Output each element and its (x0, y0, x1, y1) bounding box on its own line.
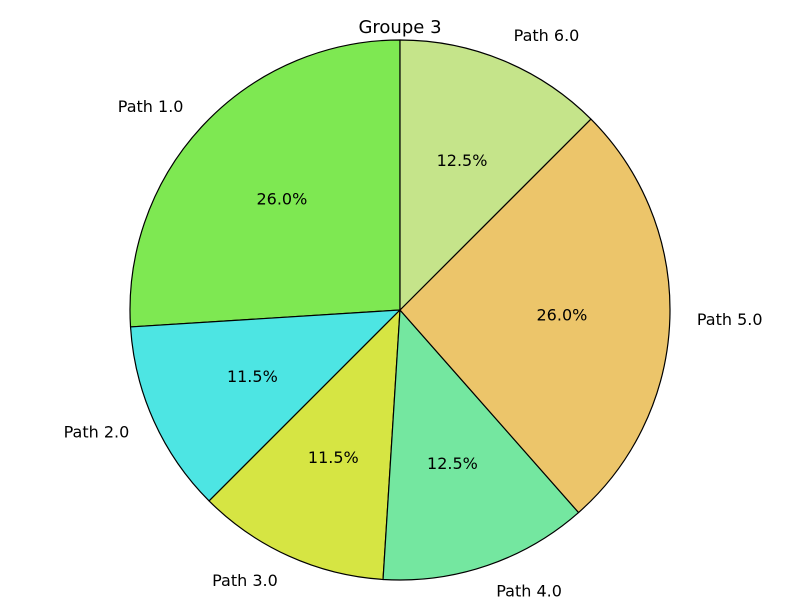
category-label-3: Path 3.0 (212, 571, 278, 590)
percent-labels: 26.0% 11.5% 11.5% 12.5% 26.0% 12.5% (227, 151, 587, 473)
category-label-2: Path 2.0 (64, 423, 130, 442)
pie-slice-6 (399, 39, 592, 311)
pie-slice-4 (382, 309, 580, 581)
pie-slice-5 (399, 118, 671, 514)
percent-label-3: 11.5% (308, 448, 359, 467)
pie-slice-2 (129, 309, 401, 502)
percent-label-6: 12.5% (437, 151, 488, 170)
chart-title: Groupe 3 (358, 17, 441, 38)
pie-slice-3 (208, 309, 401, 581)
pie-slice-1 (129, 39, 401, 328)
category-label-4: Path 4.0 (496, 581, 562, 600)
percent-label-5: 26.0% (537, 306, 588, 325)
category-label-6: Path 6.0 (514, 26, 580, 45)
percent-label-1: 26.0% (256, 190, 307, 209)
percent-label-2: 11.5% (227, 367, 278, 386)
category-labels: Path 1.0 Path 2.0 Path 3.0 Path 4.0 Path 5.0… (64, 26, 763, 600)
category-label-1: Path 1.0 (118, 97, 184, 116)
pie-slices (129, 39, 671, 581)
category-label-5: Path 5.0 (697, 310, 763, 329)
percent-label-4: 12.5% (427, 454, 478, 473)
